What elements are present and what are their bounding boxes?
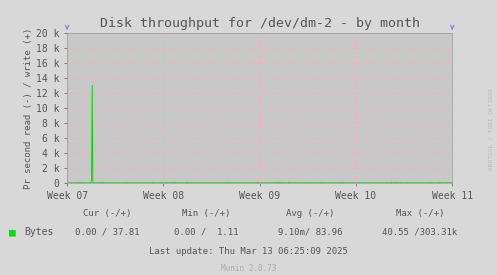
Text: Munin 2.0.73: Munin 2.0.73 — [221, 264, 276, 273]
Text: 0.00 /  1.11: 0.00 / 1.11 — [174, 228, 239, 237]
Text: Max (-/+): Max (-/+) — [396, 209, 444, 218]
Text: 9.10m/ 83.96: 9.10m/ 83.96 — [278, 228, 343, 237]
Text: 40.55 /303.31k: 40.55 /303.31k — [382, 228, 458, 237]
Text: Last update: Thu Mar 13 06:25:09 2025: Last update: Thu Mar 13 06:25:09 2025 — [149, 247, 348, 256]
Text: RRDTOOL / TOBI OETIKER: RRDTOOL / TOBI OETIKER — [489, 88, 494, 170]
Y-axis label: Pr second read (-) / write (+): Pr second read (-) / write (+) — [24, 27, 33, 189]
Text: Min (-/+): Min (-/+) — [182, 209, 231, 218]
Text: 0.00 / 37.81: 0.00 / 37.81 — [75, 228, 139, 237]
Text: ■: ■ — [9, 227, 16, 237]
Text: Bytes: Bytes — [24, 227, 53, 237]
Title: Disk throughput for /dev/dm-2 - by month: Disk throughput for /dev/dm-2 - by month — [100, 17, 419, 31]
Text: Cur (-/+): Cur (-/+) — [83, 209, 131, 218]
Text: Avg (-/+): Avg (-/+) — [286, 209, 335, 218]
